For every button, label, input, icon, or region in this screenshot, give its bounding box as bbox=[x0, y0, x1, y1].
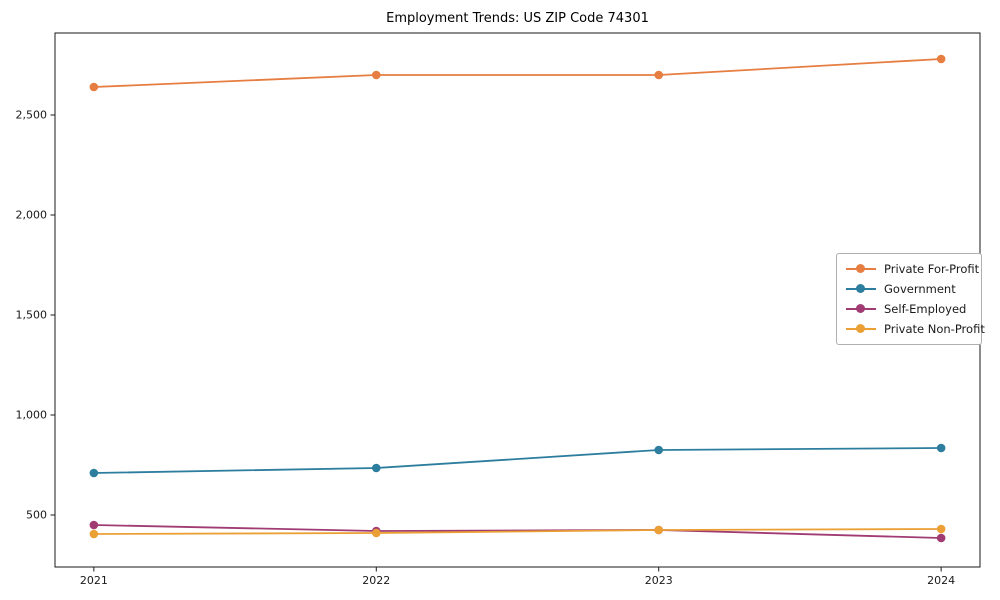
x-tick-label-2023: 2023 bbox=[645, 574, 673, 587]
legend-label: Government bbox=[884, 282, 956, 296]
y-tick-label: 1,000 bbox=[16, 409, 48, 422]
data-point-private-for-profit-2024 bbox=[936, 54, 946, 64]
x-tick-label-2021: 2021 bbox=[80, 574, 108, 587]
data-point-government-2023 bbox=[654, 445, 664, 455]
data-point-private-non-profit-2023 bbox=[654, 525, 664, 535]
data-point-private-for-profit-2021 bbox=[89, 82, 99, 92]
series-line-self-employed bbox=[93, 524, 942, 539]
y-tick-label: 1,500 bbox=[16, 309, 48, 322]
data-point-private-for-profit-2022 bbox=[371, 70, 381, 80]
legend-label: Private Non-Profit bbox=[884, 322, 985, 336]
series-line-government bbox=[93, 447, 942, 474]
data-point-private-non-profit-2024 bbox=[936, 524, 946, 534]
legend-label: Self-Employed bbox=[884, 302, 967, 316]
data-point-government-2022 bbox=[371, 463, 381, 473]
series-line-private-for-profit bbox=[93, 58, 942, 88]
data-point-self-employed-2021 bbox=[89, 520, 99, 530]
legend-label: Private For-Profit bbox=[884, 262, 980, 276]
data-point-self-employed-2024 bbox=[936, 533, 946, 543]
legend-item-government: Government bbox=[846, 282, 972, 296]
legend-item-private-non-profit: Private Non-Profit bbox=[846, 322, 985, 336]
data-point-private-non-profit-2021 bbox=[89, 529, 99, 539]
legend-marker-private-for-profit bbox=[846, 264, 876, 274]
data-point-government-2024 bbox=[936, 443, 946, 453]
chart-title: Employment Trends: US ZIP Code 74301 bbox=[386, 11, 649, 26]
y-tick-label: 500 bbox=[26, 509, 47, 522]
x-tick-label-2024: 2024 bbox=[927, 574, 955, 587]
data-point-private-for-profit-2023 bbox=[654, 70, 664, 80]
data-point-private-non-profit-2022 bbox=[371, 528, 381, 538]
y-tick-label: 2,000 bbox=[16, 209, 48, 222]
legend-marker-private-non-profit bbox=[846, 324, 876, 334]
data-point-government-2021 bbox=[89, 468, 99, 478]
legend-item-self-employed: Self-Employed bbox=[846, 302, 972, 316]
legend-marker-government bbox=[846, 284, 876, 294]
y-tick-label: 2,500 bbox=[16, 109, 48, 122]
series-line-private-non-profit bbox=[93, 528, 942, 535]
legend-item-private-for-profit: Private For-Profit bbox=[846, 262, 979, 276]
x-tick-label-2022: 2022 bbox=[362, 574, 390, 587]
legend-marker-self-employed bbox=[846, 304, 876, 314]
legend: Private For-Profit Government Self-Employe… bbox=[836, 253, 985, 345]
